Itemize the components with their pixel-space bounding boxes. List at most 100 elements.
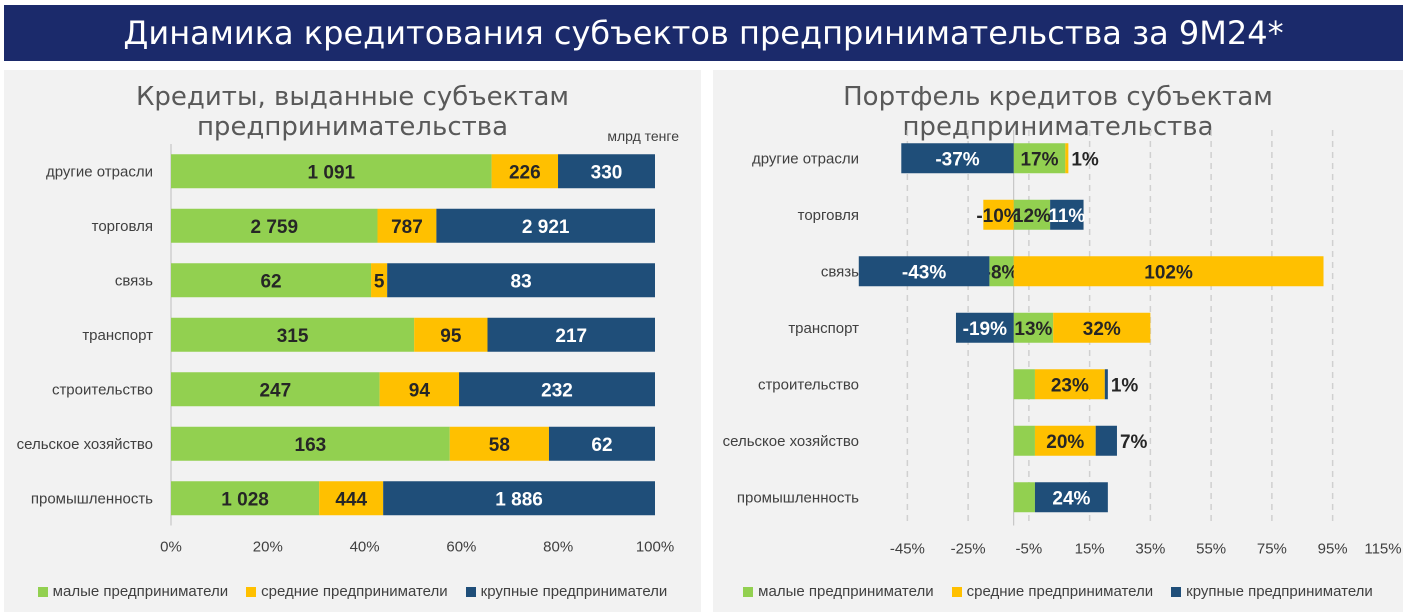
bar-large: [487, 317, 655, 352]
data-label: 444: [335, 489, 367, 510]
data-label: -10%: [976, 206, 1020, 227]
legend: малые предприниматели средние предприним…: [4, 583, 701, 600]
data-label: 20%: [1046, 432, 1084, 453]
legend-item-small: малые предприниматели: [37, 583, 229, 600]
category-label: сельское хозяйство: [723, 433, 859, 450]
data-label: 1%: [1071, 149, 1099, 170]
legend-item-small: малые предприниматели: [743, 583, 934, 600]
x-tick-label: 55%: [1196, 541, 1226, 558]
category-label: строительство: [52, 381, 153, 398]
bar-medium: [319, 481, 384, 516]
category-label: связь: [821, 263, 859, 280]
bar-small: [171, 426, 450, 461]
data-label: 83: [511, 271, 532, 292]
bar-medium: [414, 317, 488, 352]
data-label: 232: [541, 380, 573, 401]
x-tick-label: 100%: [636, 539, 674, 556]
data-label: 12%: [1013, 206, 1051, 227]
data-label: 315: [277, 326, 309, 347]
legend-label-small: малые предприниматели: [758, 583, 934, 600]
page-title: Динамика кредитования субъектов предприн…: [4, 5, 1403, 61]
data-label: 24%: [1052, 488, 1090, 509]
bar-small: [171, 263, 372, 298]
legend-label-large: крупные предприниматели: [1186, 583, 1373, 600]
data-label: 62: [260, 271, 281, 292]
data-label: 32%: [1083, 319, 1121, 340]
x-tick-label: 115%: [1364, 541, 1401, 558]
category-label: строительство: [758, 376, 859, 393]
bar-large: [1034, 482, 1108, 513]
bar-small: [171, 208, 378, 243]
category-label: торговля: [92, 218, 153, 235]
bar-medium: [1034, 369, 1105, 400]
x-tick-label: 60%: [446, 539, 476, 556]
bar-medium: [1065, 143, 1069, 174]
category-label: другие отрасли: [46, 163, 153, 180]
data-label: 1 091: [308, 162, 356, 183]
bar-small: [1013, 199, 1051, 230]
data-label: 226: [509, 162, 541, 183]
category-label: торговля: [798, 207, 859, 224]
legend-swatch-medium: [246, 586, 257, 597]
legend: малые предприниматели средние предприним…: [713, 583, 1403, 600]
x-tick-label: -45%: [890, 541, 925, 558]
legend-item-medium: средние предприниматели: [951, 583, 1153, 600]
category-label: связь: [115, 272, 153, 289]
data-label: 247: [259, 380, 291, 401]
bar-large: [955, 312, 1014, 343]
data-label: 1 886: [495, 489, 543, 510]
bar-medium: [1013, 256, 1324, 287]
data-label: 217: [555, 326, 587, 347]
bar-medium: [377, 208, 437, 243]
bar-medium: [491, 154, 559, 189]
bar-large: [387, 263, 655, 298]
bar-large: [558, 154, 655, 189]
x-tick-label: -5%: [1016, 541, 1043, 558]
data-label: 7%: [1120, 432, 1148, 453]
category-label: промышленность: [31, 490, 153, 507]
issued-loans-chart: другие отрасли 1 091 226 330 торговля 2 759 78…: [17, 144, 674, 556]
bar-medium: [1034, 425, 1096, 456]
bar-large: [1104, 369, 1108, 400]
legend-label-small: малые предприниматели: [52, 583, 229, 600]
legend-item-large: крупные предприниматели: [1171, 583, 1373, 600]
legend-item-medium: средние предприниматели: [246, 583, 448, 600]
category-label: транспорт: [788, 320, 859, 337]
bar-small: [171, 317, 415, 352]
bar-small: [1013, 312, 1054, 343]
data-label: 13%: [1014, 319, 1052, 340]
category-label: транспорт: [82, 327, 153, 344]
x-tick-label: 20%: [253, 539, 283, 556]
bar-small: [171, 154, 492, 189]
chart-title: Портфель кредитов субъектам предпринимат…: [843, 82, 1273, 142]
data-label: 5: [374, 271, 385, 292]
bar-large: [1095, 425, 1117, 456]
legend-swatch-medium: [951, 586, 962, 597]
data-label: 58: [489, 435, 510, 456]
bar-small: [989, 256, 1014, 287]
bar-small: [171, 372, 380, 407]
data-label: -37%: [935, 149, 979, 170]
bar-large: [901, 143, 1014, 174]
bar-medium: [449, 426, 549, 461]
legend-swatch-small: [743, 586, 754, 597]
x-tick-label: 15%: [1075, 541, 1105, 558]
x-tick-label: 0%: [160, 539, 182, 556]
data-label: -19%: [963, 319, 1007, 340]
category-label: сельское хозяйство: [17, 436, 153, 453]
legend-swatch-large: [1171, 586, 1182, 597]
data-label: 94: [409, 380, 431, 401]
category-label: промышленность: [737, 489, 859, 506]
bar-small: [1013, 369, 1035, 400]
legend-swatch-small: [37, 586, 48, 597]
issued-loans-panel: Кредиты, выданные субъектам предпринимат…: [4, 70, 701, 612]
bar-medium: [371, 263, 388, 298]
bar-small: [1013, 143, 1066, 174]
data-label: 2 921: [522, 217, 570, 238]
x-tick-label: 40%: [350, 539, 380, 556]
chart-title: Кредиты, выданные субъектам предпринимат…: [135, 82, 570, 142]
bar-medium: [983, 199, 1014, 230]
data-label: 62: [591, 435, 612, 456]
data-label: 163: [295, 435, 327, 456]
bar-small: [171, 481, 320, 516]
